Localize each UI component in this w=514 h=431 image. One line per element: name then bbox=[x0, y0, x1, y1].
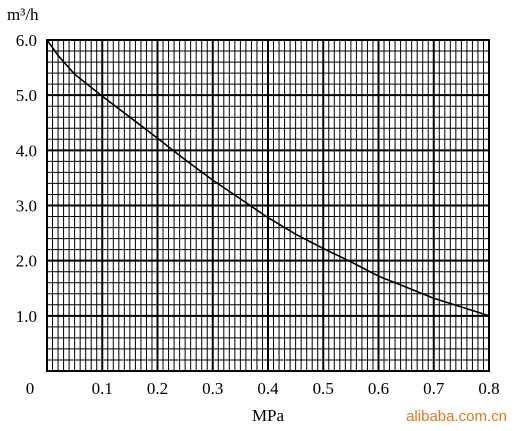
x-axis-label: MPa bbox=[252, 406, 285, 425]
x-tick-label: 0.3 bbox=[202, 379, 223, 398]
plot-frame bbox=[46, 39, 490, 372]
y-tick-label: 5.0 bbox=[16, 86, 37, 105]
x-tick-label: 0.7 bbox=[423, 379, 445, 398]
y-tick-label: 3.0 bbox=[16, 197, 37, 216]
y-tick-label: 1.0 bbox=[16, 307, 37, 326]
x-tick-label: 0.1 bbox=[92, 379, 113, 398]
x-tick-label: 0.6 bbox=[368, 379, 389, 398]
chart-major-grid bbox=[47, 40, 489, 371]
origin-label: 0 bbox=[26, 379, 35, 398]
x-tick-label: 0.5 bbox=[313, 379, 334, 398]
y-tick-label: 6.0 bbox=[16, 31, 37, 50]
x-tick-labels: 0.1 0.2 0.3 0.4 0.5 0.6 0.7 0.8 bbox=[92, 379, 500, 398]
y-tick-label: 4.0 bbox=[16, 141, 37, 160]
y-tick-labels: 1.0 2.0 3.0 4.0 5.0 6.0 bbox=[16, 31, 37, 326]
watermark: alibaba.com.cn bbox=[406, 408, 507, 425]
series-line bbox=[46, 39, 490, 317]
y-unit-label: m³/h bbox=[7, 5, 39, 24]
y-tick-label: 2.0 bbox=[16, 252, 37, 271]
x-tick-label: 0.4 bbox=[257, 379, 279, 398]
x-tick-label: 0.2 bbox=[147, 379, 168, 398]
x-tick-label: 0.8 bbox=[478, 379, 499, 398]
